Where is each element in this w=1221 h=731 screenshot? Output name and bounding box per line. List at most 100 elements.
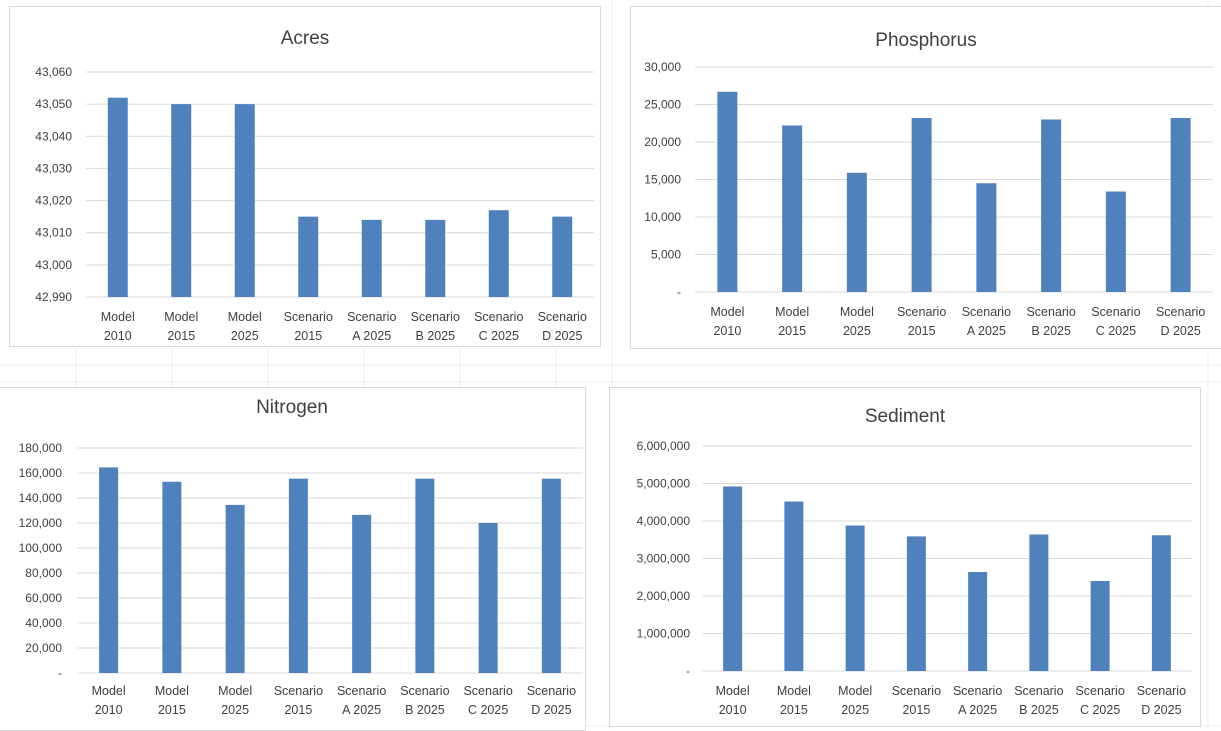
bar[interactable] (361, 219, 382, 297)
category-label: Scenario (1075, 684, 1124, 698)
category-label: Model (228, 310, 262, 324)
bar[interactable] (171, 104, 192, 298)
category-label: Model (92, 684, 126, 698)
y-tick-label: 60,000 (25, 591, 62, 605)
category-label: 2015 (908, 324, 936, 338)
bar[interactable] (846, 172, 867, 292)
category-label: 2015 (294, 329, 322, 343)
bar[interactable] (784, 501, 804, 672)
category-label: Scenario (538, 310, 587, 324)
category-label: A 2025 (967, 324, 1006, 338)
y-tick-label: 42,990 (35, 290, 72, 304)
bar[interactable] (352, 514, 372, 673)
bar[interactable] (488, 210, 509, 297)
bar[interactable] (552, 216, 573, 297)
y-tick-label: 43,060 (35, 65, 72, 79)
y-tick-label: 140,000 (19, 491, 63, 505)
bar[interactable] (968, 572, 988, 671)
chart-title: Sediment (865, 406, 946, 427)
bar[interactable] (478, 523, 498, 673)
bar[interactable] (1151, 535, 1171, 671)
y-tick-label: 40,000 (25, 616, 62, 630)
category-label: B 2025 (1019, 703, 1059, 717)
bar[interactable] (298, 216, 319, 297)
category-label: D 2025 (542, 329, 582, 343)
y-tick-label: 80,000 (25, 566, 62, 580)
category-label: 2015 (158, 703, 186, 717)
category-label: Scenario (1137, 684, 1186, 698)
bar[interactable] (723, 486, 743, 672)
category-label: Scenario (411, 310, 460, 324)
category-label: D 2025 (1160, 324, 1200, 338)
category-label: 2010 (104, 329, 132, 343)
category-label: Model (101, 310, 135, 324)
bar[interactable] (162, 481, 182, 673)
bar[interactable] (1029, 534, 1049, 672)
category-label: A 2025 (352, 329, 391, 343)
category-label: Model (218, 684, 252, 698)
nitrogen-chart[interactable]: Nitrogen - 20,000 40,000 60,000 80,000 100,000… (0, 387, 586, 731)
y-tick-label: 5,000 (651, 248, 681, 262)
category-label: Model (164, 310, 198, 324)
category-label: Scenario (1014, 684, 1063, 698)
y-tick-label: 120,000 (19, 516, 63, 530)
y-tick-label: 15,000 (644, 173, 681, 187)
bar[interactable] (225, 504, 245, 673)
category-label: B 2025 (1031, 324, 1071, 338)
category-label: Scenario (474, 310, 523, 324)
category-label: C 2025 (479, 329, 519, 343)
bar[interactable] (911, 118, 932, 292)
bar[interactable] (415, 478, 435, 673)
category-label: Model (155, 684, 189, 698)
bar[interactable] (717, 91, 738, 292)
category-label: 2015 (284, 703, 312, 717)
category-label: Scenario (1091, 305, 1140, 319)
bar[interactable] (1090, 581, 1110, 671)
chart-title: Acres (281, 28, 330, 49)
bar[interactable] (541, 478, 561, 673)
category-label: Scenario (337, 684, 386, 698)
category-label: Scenario (1156, 305, 1205, 319)
bar[interactable] (976, 183, 997, 292)
bar[interactable] (1105, 191, 1126, 293)
category-label: Scenario (274, 684, 323, 698)
category-label: 2015 (167, 329, 195, 343)
category-label: Scenario (953, 684, 1002, 698)
acres-chart[interactable]: Acres 42,990 43,000 43,010 43,020 43,030 43,04… (9, 6, 601, 347)
bar[interactable] (288, 478, 308, 673)
category-label: Model (777, 684, 811, 698)
phosphorus-chart[interactable]: Phosphorus - 5,000 10,000 15,000 20,000 25,000… (630, 6, 1221, 349)
bar[interactable] (782, 125, 803, 293)
category-label: A 2025 (342, 703, 381, 717)
chart-svg: Acres 42,990 43,000 43,010 43,020 43,030 43,04… (35, 28, 594, 343)
category-label: 2010 (719, 703, 747, 717)
category-label: Scenario (962, 305, 1011, 319)
bar[interactable] (425, 219, 446, 297)
category-label: D 2025 (531, 703, 571, 717)
chart-svg: Nitrogen - 20,000 40,000 60,000 80,000 100,000… (19, 397, 583, 717)
y-tick-label: 30,000 (644, 60, 681, 74)
bar[interactable] (234, 104, 255, 298)
category-label: 2015 (902, 703, 930, 717)
sediment-chart[interactable]: Sediment - 1,000,000 2,000,000 3,000,000 4,00… (609, 387, 1201, 727)
category-label: 2015 (780, 703, 808, 717)
category-label: Scenario (284, 310, 333, 324)
category-label: Model (710, 305, 744, 319)
bar[interactable] (845, 525, 865, 672)
chart-title: Nitrogen (256, 397, 328, 418)
bar[interactable] (99, 467, 119, 673)
category-label: D 2025 (1141, 703, 1181, 717)
y-tick-label: 6,000,000 (637, 439, 691, 453)
bar[interactable] (906, 536, 926, 671)
bar[interactable] (107, 97, 128, 297)
category-label: Model (775, 305, 809, 319)
category-label: Scenario (1026, 305, 1075, 319)
bar[interactable] (1041, 119, 1062, 293)
chart-svg: Sediment - 1,000,000 2,000,000 3,000,000 4,00… (637, 406, 1192, 717)
category-label: 2025 (843, 324, 871, 338)
y-tick-label: 43,010 (35, 226, 72, 240)
y-tick-label: 5,000,000 (637, 477, 691, 491)
category-label: Scenario (897, 305, 946, 319)
y-tick-label: 3,000,000 (637, 552, 691, 566)
bar[interactable] (1170, 118, 1191, 292)
